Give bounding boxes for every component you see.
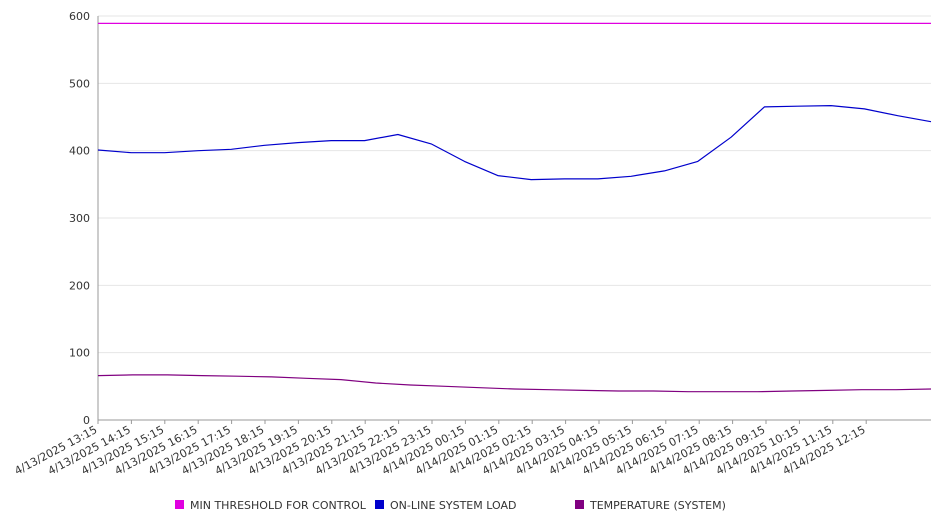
y-tick-label-0: 0 [83,414,90,427]
legend-label: MIN THRESHOLD FOR CONTROL [190,499,367,512]
legend-swatch [175,500,184,509]
y-axis-ticks: 0 100 200 300 400 500 600 [69,10,90,427]
y-tick-label-200: 200 [69,279,90,292]
legend-label: TEMPERATURE (SYSTEM) [589,499,726,512]
y-tick-label-600: 600 [69,10,90,23]
y-tick-label-400: 400 [69,145,90,158]
legend-swatch [575,500,584,509]
series-line-temperature-system [97,374,932,393]
axes [97,16,931,421]
y-tick-label-300: 300 [69,212,90,225]
legend-swatch [375,500,384,509]
legend-label: ON-LINE SYSTEM LOAD [390,499,516,512]
series-line-on-line-system-load [97,104,932,181]
legend: MIN THRESHOLD FOR CONTROL ON-LINE SYSTEM … [175,499,726,512]
x-axis-ticks: 4/13/2025 13:154/13/2025 14:154/13/2025 … [12,420,868,478]
y-tick-label-100: 100 [69,347,90,360]
grid-lines [98,15,931,354]
series-lines [97,22,932,393]
y-tick-label-500: 500 [69,77,90,90]
